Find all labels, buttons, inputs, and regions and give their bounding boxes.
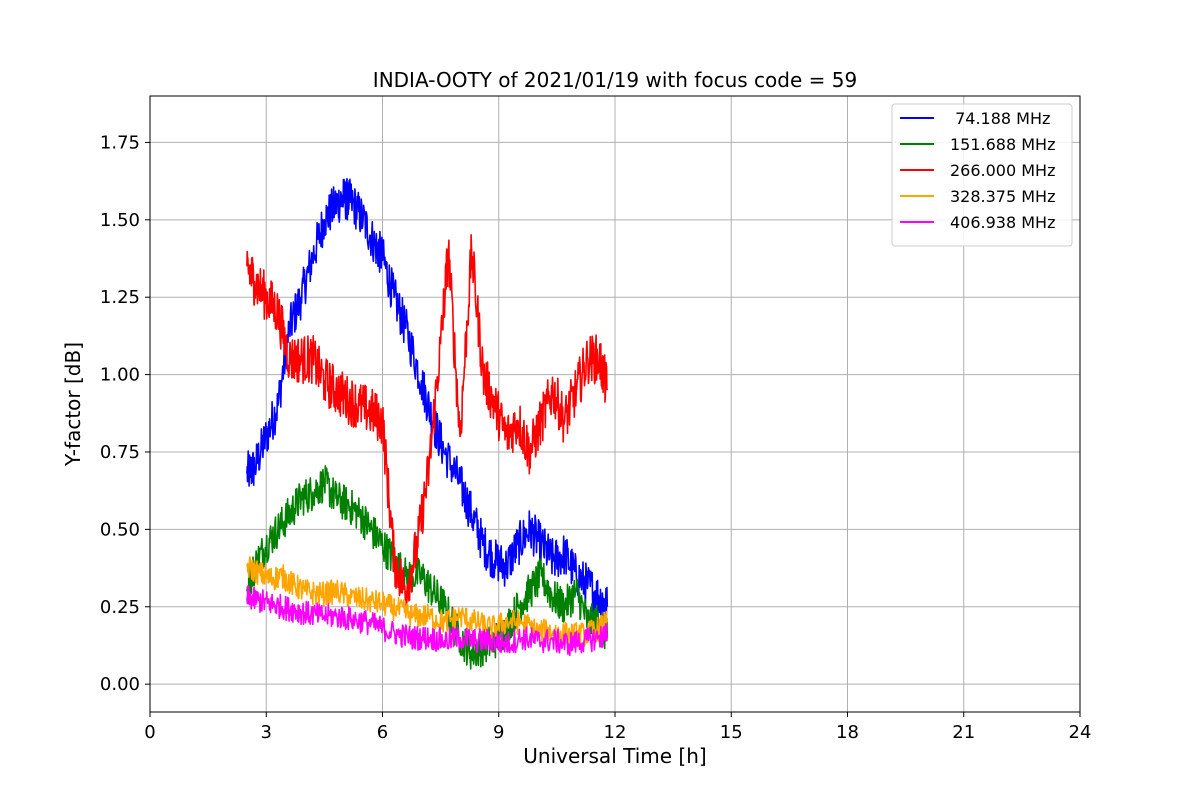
series-layer (246, 178, 609, 670)
ticks: 0 3 6 9 12 15 18 21 24 0.00 0.25 0.50 0.75 1.00 1.25 1.… (100, 132, 1092, 743)
legend-label: 266.000 MHz (950, 161, 1055, 180)
y-axis-label: Y-factor [dB] (61, 342, 85, 467)
y-tick-label: 0.50 (100, 519, 140, 540)
y-tick-label: 1.00 (100, 365, 140, 386)
series-line (246, 234, 609, 609)
chart-title: INDIA-OOTY of 2021/01/19 with focus code… (373, 68, 857, 92)
x-tick-label: 24 (1069, 722, 1092, 743)
x-tick-label: 18 (836, 722, 859, 743)
y-tick-label: 0.25 (100, 597, 140, 618)
legend-label: 151.688 MHz (950, 135, 1055, 154)
y-tick-label: 1.25 (100, 287, 140, 308)
y-tick-label: 0.00 (100, 674, 140, 695)
legend-box (891, 103, 1073, 247)
y-tick-label: 1.75 (100, 132, 140, 153)
x-axis-label: Universal Time [h] (523, 744, 706, 768)
series-line (246, 585, 609, 657)
legend: 74.188 MHz 151.688 MHz 266.000 MHz 328.375 … (891, 103, 1073, 247)
x-tick-label: 3 (261, 722, 272, 743)
series-line (246, 178, 609, 621)
x-tick-label: 12 (604, 722, 627, 743)
y-tick-label: 0.75 (100, 442, 140, 463)
x-tick-label: 0 (144, 722, 155, 743)
legend-label: 406.938 MHz (950, 213, 1055, 232)
legend-label: 328.375 MHz (950, 187, 1055, 206)
x-tick-label: 6 (377, 722, 388, 743)
legend-label: 74.188 MHz (950, 109, 1050, 128)
y-tick-label: 1.50 (100, 210, 140, 231)
x-tick-label: 15 (720, 722, 743, 743)
series-line (246, 556, 609, 648)
x-tick-label: 21 (952, 722, 975, 743)
x-tick-label: 9 (493, 722, 504, 743)
grid (149, 96, 1081, 712)
series-line (246, 465, 609, 670)
